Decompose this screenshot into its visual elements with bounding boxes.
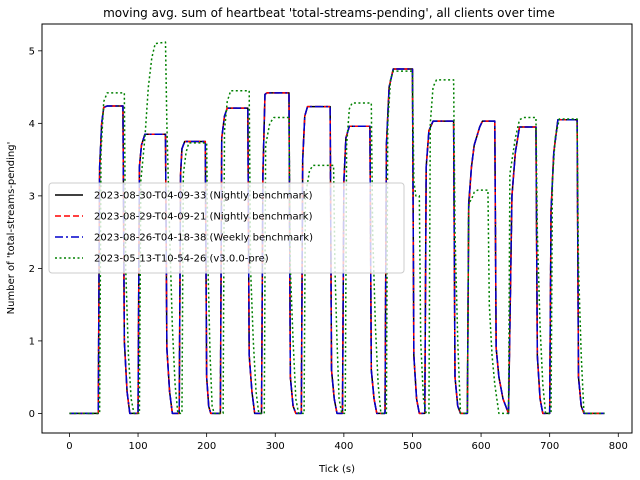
- y-axis-label: Number of 'total-streams-pending': [6, 142, 17, 315]
- x-tick-label: 200: [197, 441, 216, 452]
- x-tick-label: 600: [472, 441, 491, 452]
- x-axis-label: Tick (s): [318, 464, 355, 475]
- series-line-4: [69, 41, 605, 415]
- x-tick-label: 300: [266, 441, 285, 452]
- legend: 2023-08-30-T04-09-33 (Nightly benchmark)…: [48, 182, 405, 274]
- x-tick-label: 800: [609, 441, 628, 452]
- x-tick-label: 500: [403, 441, 422, 452]
- plot-area: [41, 23, 633, 434]
- y-tick-label: 0: [29, 409, 35, 420]
- legend-label-4: 2023-05-13-T10-54-26 (v3.0.0-pre): [94, 254, 269, 265]
- series-line-3: [69, 68, 605, 415]
- y-tick-label: 4: [29, 119, 35, 130]
- legend-label-3: 2023-08-26-T04-18-38 (Weekly benchmark): [94, 233, 313, 244]
- legend-label-1: 2023-08-30-T04-09-33 (Nightly benchmark): [94, 191, 313, 202]
- chart-title: moving avg. sum of heartbeat 'total-stre…: [103, 6, 555, 20]
- legend-label-2: 2023-08-29-T04-09-21 (Nightly benchmark): [94, 212, 313, 223]
- y-tick-label: 5: [29, 46, 35, 57]
- x-tick-label: 400: [334, 441, 353, 452]
- x-tick-label: 0: [66, 441, 72, 452]
- x-tick-label: 100: [128, 441, 147, 452]
- legend-box: [48, 182, 405, 274]
- x-tick-label: 700: [540, 441, 559, 452]
- y-tick-label: 3: [29, 191, 35, 202]
- y-tick-label: 1: [29, 336, 35, 347]
- y-axis: 0 1 2 3 4 5: [29, 46, 42, 420]
- y-tick-label: 2: [29, 264, 35, 275]
- x-axis: 0 100 200 300 400 500 600 700 800: [66, 433, 628, 452]
- plot-frame: [41, 23, 633, 434]
